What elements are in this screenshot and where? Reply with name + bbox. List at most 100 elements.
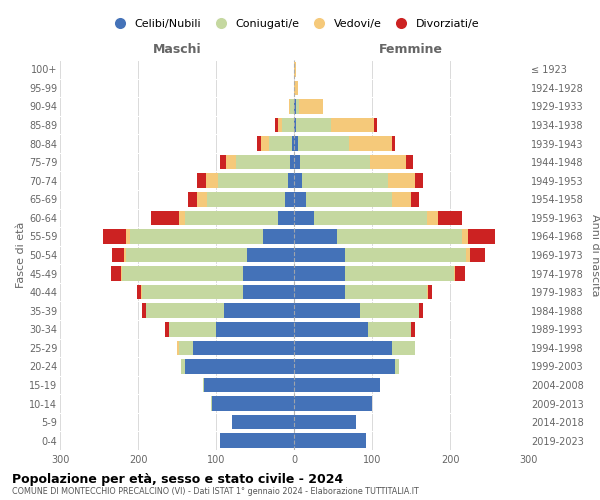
- Bar: [275, 118, 278, 132]
- Bar: [220, 434, 294, 448]
- Bar: [232, 415, 294, 430]
- Bar: [294, 359, 395, 374]
- Bar: [124, 248, 126, 262]
- Bar: [130, 229, 263, 244]
- Bar: [236, 155, 290, 170]
- Legend: Celibi/Nubili, Coniugati/e, Vedovi/e, Divorziati/e: Celibi/Nubili, Coniugati/e, Vedovi/e, Di…: [104, 15, 484, 34]
- Bar: [151, 210, 179, 225]
- Bar: [294, 322, 368, 336]
- Bar: [142, 304, 146, 318]
- Bar: [296, 99, 299, 114]
- Bar: [360, 304, 419, 318]
- Bar: [197, 174, 206, 188]
- Bar: [292, 136, 294, 151]
- Bar: [314, 210, 427, 225]
- Bar: [302, 174, 388, 188]
- Bar: [468, 229, 495, 244]
- Bar: [179, 210, 185, 225]
- Bar: [244, 266, 294, 281]
- Bar: [294, 304, 360, 318]
- Bar: [349, 136, 392, 151]
- Bar: [261, 136, 269, 151]
- Bar: [344, 248, 466, 262]
- Bar: [294, 378, 380, 392]
- Bar: [204, 378, 294, 392]
- Bar: [169, 322, 216, 336]
- Bar: [126, 248, 247, 262]
- Bar: [185, 359, 294, 374]
- Bar: [392, 340, 415, 355]
- Bar: [137, 285, 141, 300]
- Bar: [470, 248, 485, 262]
- Bar: [294, 62, 296, 76]
- Bar: [288, 174, 294, 188]
- Bar: [218, 174, 288, 188]
- Bar: [427, 285, 428, 300]
- Bar: [193, 340, 294, 355]
- Bar: [294, 136, 298, 151]
- Bar: [294, 248, 344, 262]
- Bar: [428, 285, 432, 300]
- Bar: [294, 99, 296, 114]
- Bar: [289, 99, 290, 114]
- Bar: [188, 192, 197, 206]
- Bar: [257, 136, 261, 151]
- Text: Maschi: Maschi: [152, 44, 202, 57]
- Bar: [112, 266, 121, 281]
- Bar: [197, 192, 206, 206]
- Bar: [294, 266, 344, 281]
- Bar: [220, 155, 226, 170]
- Bar: [337, 229, 462, 244]
- Bar: [121, 266, 122, 281]
- Bar: [344, 266, 454, 281]
- Bar: [206, 192, 284, 206]
- Bar: [299, 99, 323, 114]
- Bar: [284, 192, 294, 206]
- Bar: [374, 118, 377, 132]
- Bar: [224, 304, 294, 318]
- Bar: [331, 118, 374, 132]
- Y-axis label: Anni di nascita: Anni di nascita: [590, 214, 600, 296]
- Bar: [395, 359, 400, 374]
- Bar: [294, 229, 337, 244]
- Bar: [296, 118, 331, 132]
- Text: Femmine: Femmine: [379, 44, 443, 57]
- Bar: [344, 285, 427, 300]
- Bar: [278, 210, 294, 225]
- Bar: [392, 136, 395, 151]
- Bar: [411, 322, 415, 336]
- Bar: [294, 155, 300, 170]
- Bar: [247, 248, 294, 262]
- Bar: [206, 174, 218, 188]
- Bar: [203, 378, 204, 392]
- Bar: [294, 210, 314, 225]
- Bar: [211, 396, 212, 411]
- Bar: [165, 322, 169, 336]
- Bar: [294, 396, 372, 411]
- Bar: [306, 192, 392, 206]
- Bar: [438, 210, 462, 225]
- Bar: [454, 266, 455, 281]
- Bar: [185, 210, 278, 225]
- Bar: [370, 155, 406, 170]
- Bar: [269, 136, 292, 151]
- Bar: [294, 80, 298, 95]
- Bar: [419, 304, 422, 318]
- Bar: [216, 322, 294, 336]
- Bar: [103, 229, 126, 244]
- Bar: [278, 118, 283, 132]
- Bar: [283, 118, 294, 132]
- Bar: [388, 174, 415, 188]
- Bar: [411, 192, 419, 206]
- Bar: [455, 266, 465, 281]
- Bar: [126, 229, 130, 244]
- Text: Popolazione per età, sesso e stato civile - 2024: Popolazione per età, sesso e stato civil…: [12, 472, 343, 486]
- Bar: [294, 285, 344, 300]
- Bar: [112, 248, 124, 262]
- Y-axis label: Fasce di età: Fasce di età: [16, 222, 26, 288]
- Bar: [263, 229, 294, 244]
- Bar: [244, 285, 294, 300]
- Bar: [406, 155, 413, 170]
- Bar: [294, 340, 392, 355]
- Bar: [298, 136, 349, 151]
